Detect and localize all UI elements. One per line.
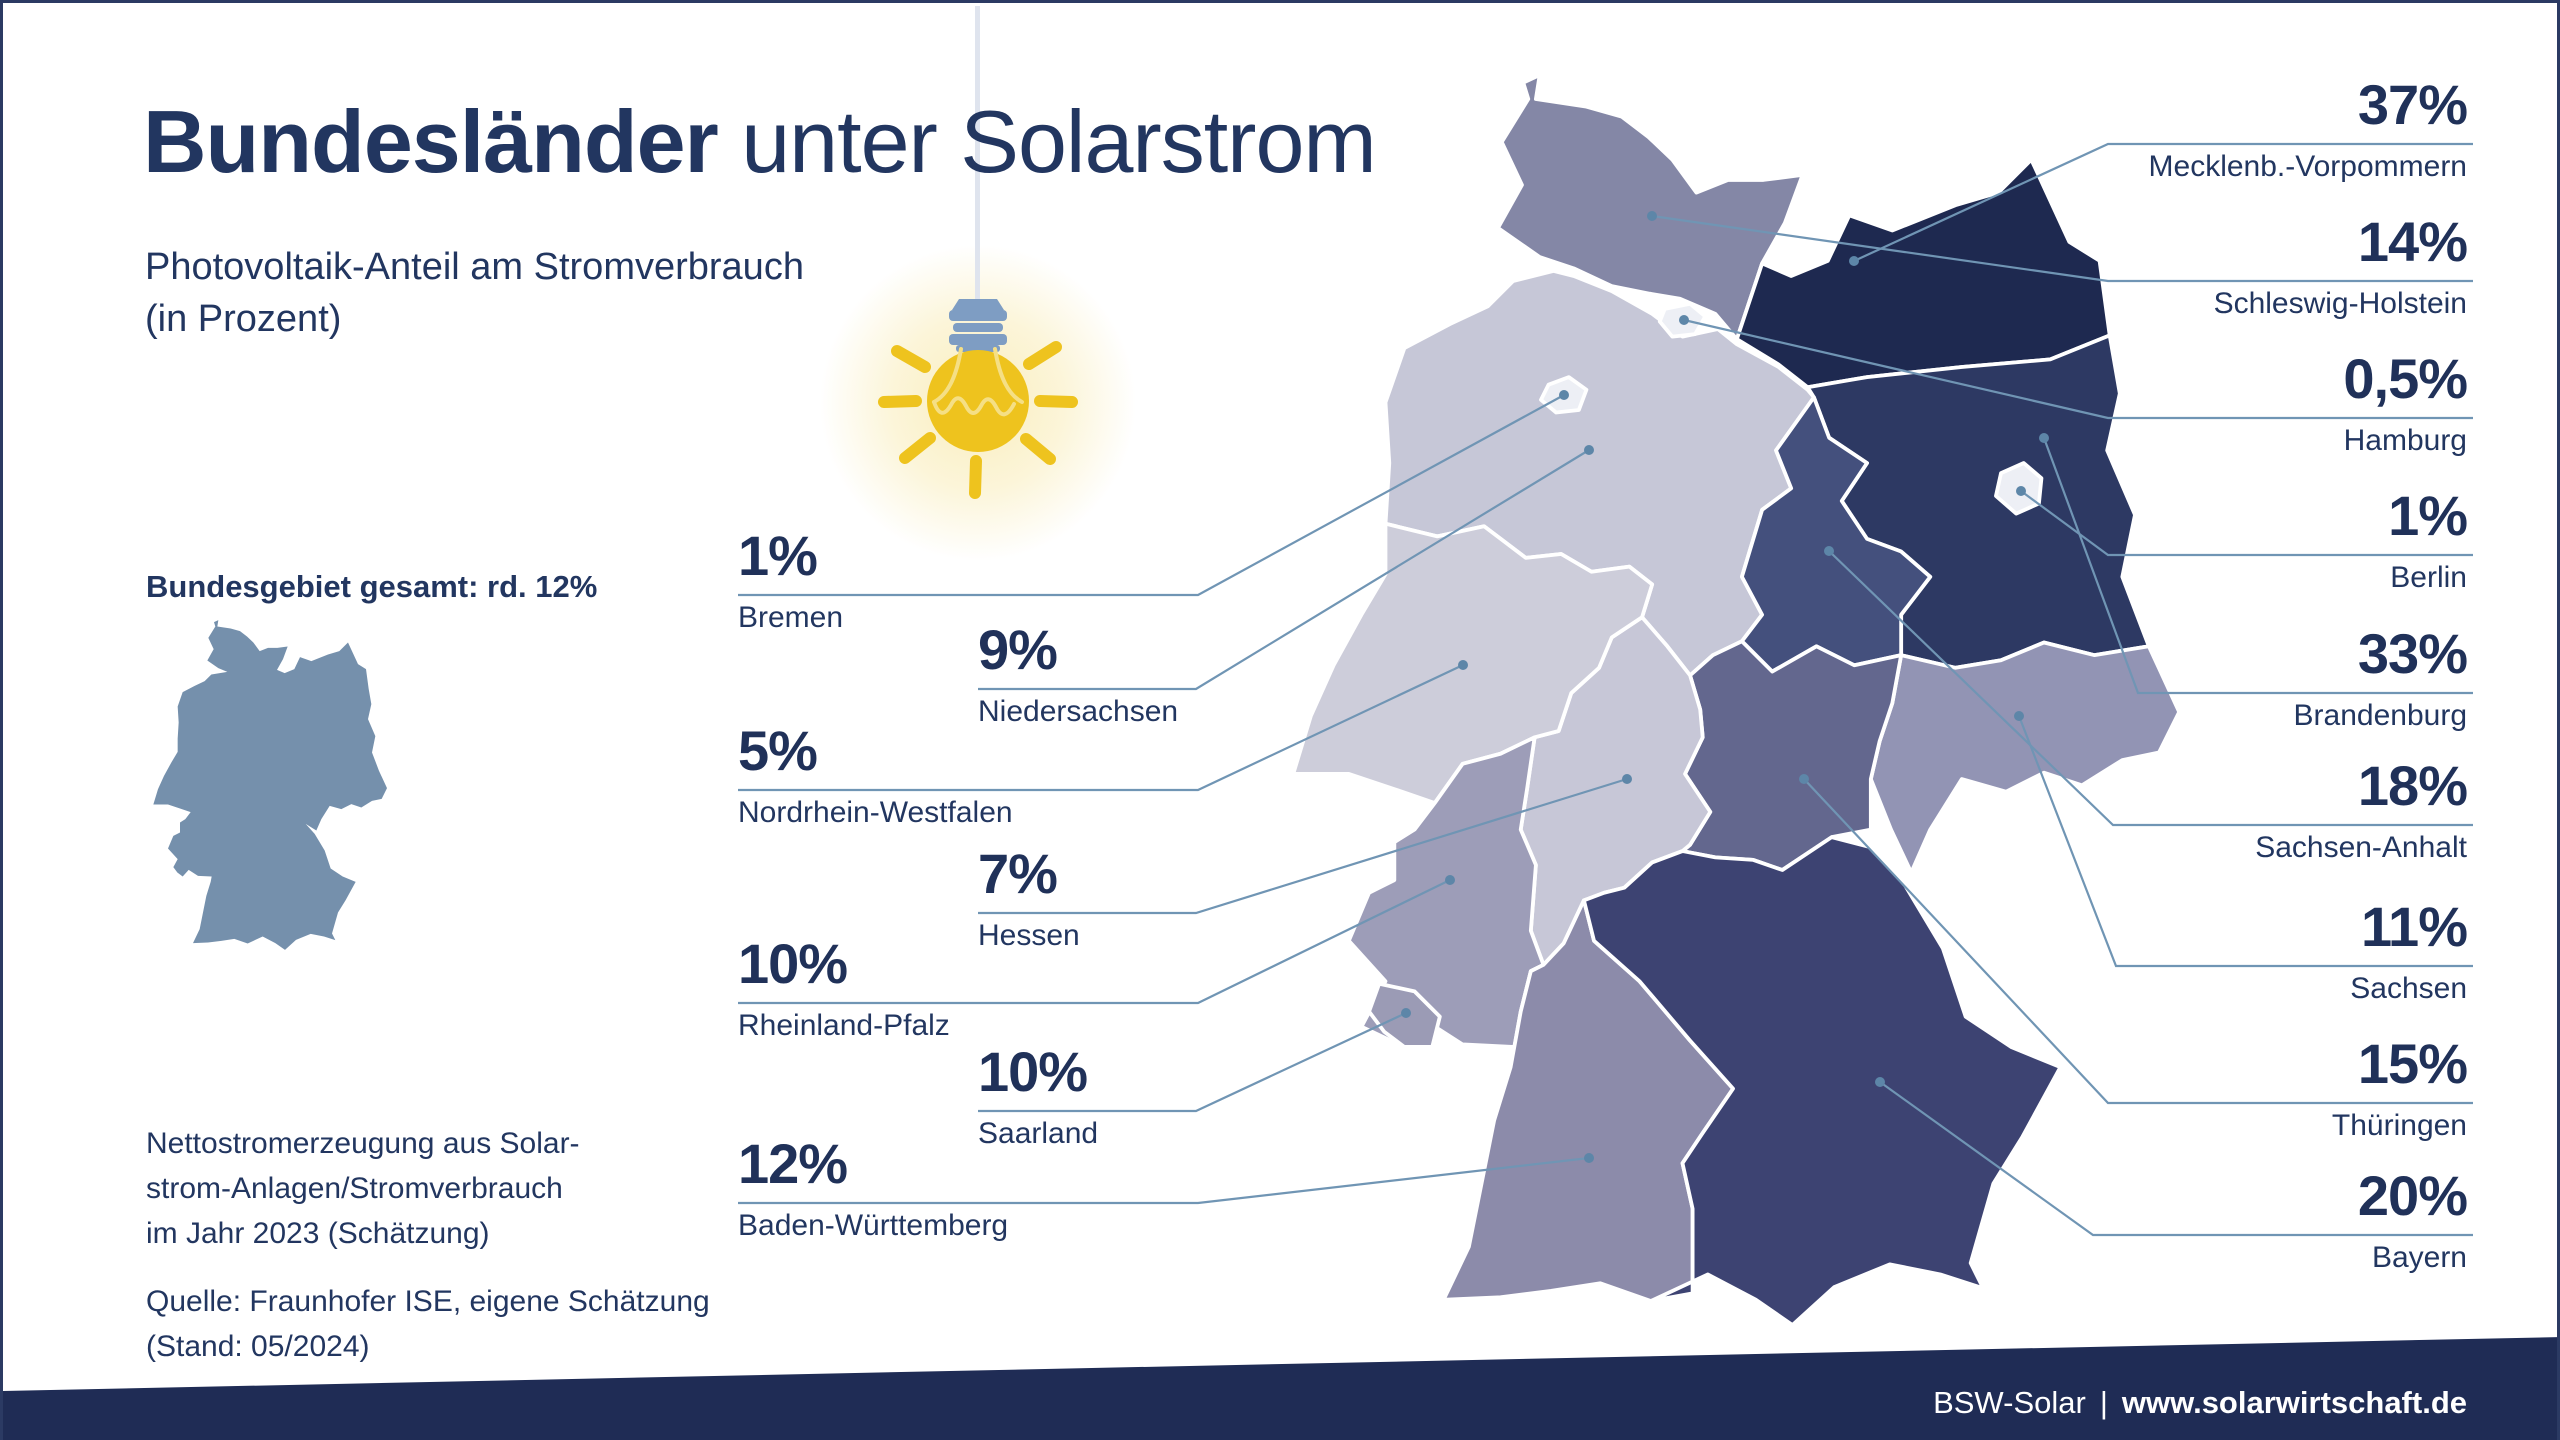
state-hamburg [1657,301,1708,339]
state-label-mecklenburg-vorpommern: 37% Mecklenb.-Vorpommern [2148,73,2468,183]
state-label-niedersachsen: 9% Niedersachsen [978,618,1179,728]
state-value-sachsen-anhalt: 18% [2357,754,2468,817]
bulb-socket [949,299,1007,352]
footer-credit: BSW-Solar | www.solarwirtschaft.de [1933,1385,2467,1421]
national-total-label: Bundesgebiet gesamt: rd. 12% [146,569,598,604]
state-name-bremen: Bremen [738,601,844,634]
state-value-hamburg: 0,5% [2343,347,2468,410]
state-value-brandenburg: 33% [2357,622,2468,685]
state-value-saarland: 10% [978,1040,1088,1103]
source-line: Quelle: Fraunhofer ISE, eigene Schätzung [146,1285,710,1318]
germany-mini-map [153,620,387,950]
state-name-hessen: Hessen [978,919,1080,952]
state-name-nordrhein-westfalen: Nordrhein-Westfalen [738,796,1013,829]
state-label-schleswig-holstein: 14% Schleswig-Holstein [2213,210,2468,320]
bulb-glass [927,350,1029,452]
state-label-bremen: 1% Bremen [738,524,844,634]
state-name-brandenburg: Brandenburg [2293,699,2467,732]
state-label-berlin: 1% Berlin [2388,484,2468,594]
state-name-rheinland-pfalz: Rheinland-Pfalz [738,1009,950,1042]
state-label-baden-wuerttemberg: 12% Baden-Württemberg [738,1132,1009,1242]
note-line: im Jahr 2023 (Schätzung) [146,1217,490,1250]
state-value-thueringen: 15% [2357,1032,2468,1095]
source-note: Quelle: Fraunhofer ISE, eigene Schätzung… [146,1279,710,1369]
state-name-bayern: Bayern [2371,1241,2467,1274]
state-name-sachsen-anhalt: Sachsen-Anhalt [2255,831,2467,864]
germany-outline [153,620,387,950]
bulb-glow [820,245,1136,561]
subtitle: Photovoltaik-Anteil am Stromverbrauch (i… [145,241,804,345]
state-label-nordrhein-westfalen: 5% Nordrhein-Westfalen [738,719,1013,829]
state-name-hamburg: Hamburg [2343,424,2467,457]
state-name-sachsen: Sachsen [2350,972,2467,1005]
state-value-rheinland-pfalz: 10% [738,932,848,995]
state-label-bayern: 20% Bayern [2357,1164,2468,1274]
footer-separator: | [2099,1385,2108,1420]
state-sachsen [1868,640,2182,875]
state-value-hessen: 7% [978,842,1058,905]
state-label-rheinland-pfalz: 10% Rheinland-Pfalz [738,932,950,1042]
state-name-thueringen: Thüringen [2331,1109,2467,1142]
source-line: (Stand: 05/2024) [146,1330,370,1363]
state-name-mecklenburg-vorpommern: Mecklenb.-Vorpommern [2148,150,2467,183]
state-thueringen [1680,639,1904,872]
state-name-saarland: Saarland [978,1117,1099,1150]
state-value-berlin: 1% [2388,484,2468,547]
footer-url: www.solarwirtschaft.de [2121,1385,2467,1420]
footer-org: BSW-Solar [1933,1385,2086,1420]
subtitle-line2: (in Prozent) [145,298,342,340]
note-line: Nettostromerzeugung aus Solar- [146,1127,580,1160]
light-bulb-icon [820,6,1136,561]
state-label-hessen: 7% Hessen [978,842,1080,952]
state-label-saarland: 10% Saarland [978,1040,1099,1150]
state-value-sachsen: 11% [2361,895,2468,958]
note-line: strom-Anlagen/Stromverbrauch [146,1172,563,1205]
state-label-brandenburg: 33% Brandenburg [2293,622,2468,732]
state-name-baden-wuerttemberg: Baden-Württemberg [738,1209,1009,1242]
method-note: Nettostromerzeugung aus Solar- strom-Anl… [146,1121,580,1256]
state-name-berlin: Berlin [2390,561,2467,594]
state-name-schleswig-holstein: Schleswig-Holstein [2213,287,2467,320]
state-label-hamburg: 0,5% Hamburg [2343,347,2468,457]
state-value-nordrhein-westfalen: 5% [738,719,818,782]
state-value-baden-wuerttemberg: 12% [738,1132,848,1195]
state-value-niedersachsen: 9% [978,618,1058,681]
state-value-mecklenburg-vorpommern: 37% [2357,73,2468,136]
bulb-rays [878,341,1078,499]
title-light: unter Solarstrom [717,92,1376,191]
state-label-sachsen-anhalt: 18% Sachsen-Anhalt [2255,754,2468,864]
state-label-sachsen: 11% Sachsen [2350,895,2468,1005]
title-bold: Bundesländer [143,92,719,191]
bulb-filament [932,347,1024,417]
state-label-thueringen: 15% Thüringen [2331,1032,2468,1142]
state-value-bremen: 1% [738,524,818,587]
subtitle-line1: Photovoltaik-Anteil am Stromverbrauch [145,246,804,288]
state-value-bayern: 20% [2357,1164,2468,1227]
state-value-schleswig-holstein: 14% [2357,210,2468,273]
state-name-niedersachsen: Niedersachsen [978,695,1179,728]
germany-states-map [1291,73,2182,1327]
page-title: Bundesländer unter Solarstrom [143,91,1377,193]
